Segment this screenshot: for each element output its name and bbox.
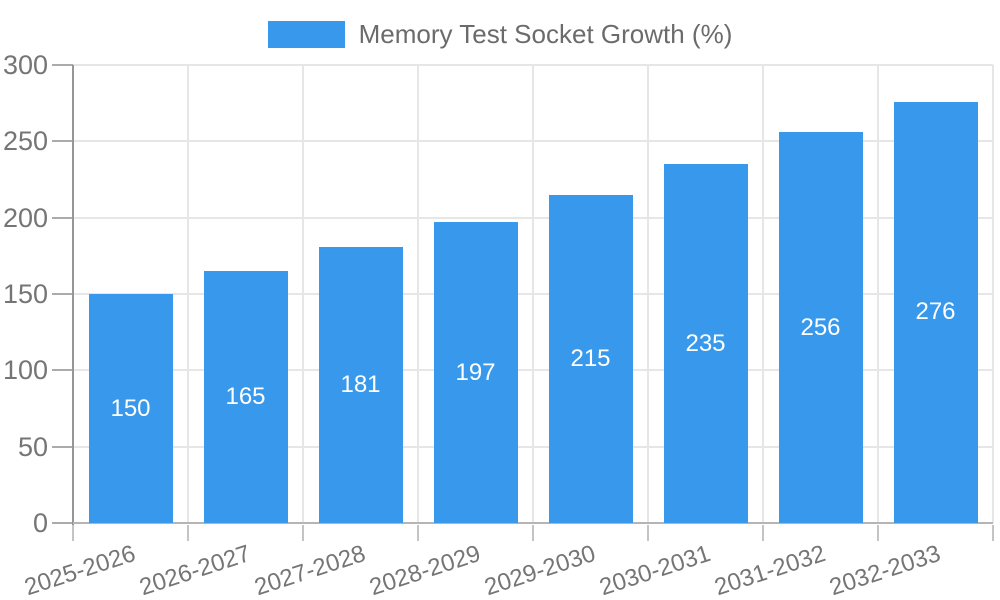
x-axis-tick-label: 2025-2026 xyxy=(21,540,139,600)
bar xyxy=(663,164,748,523)
bar-value-label: 256 xyxy=(800,313,841,341)
y-axis-tick-label: 0 xyxy=(32,508,48,538)
bar xyxy=(778,132,863,523)
y-axis-line xyxy=(72,65,74,525)
y-axis-tick-label: 150 xyxy=(2,279,48,309)
x-axis-tick-label: 2031-2032 xyxy=(711,540,829,600)
y-axis-tick xyxy=(52,522,73,524)
bar-value-label: 276 xyxy=(915,298,956,326)
x-axis-tick xyxy=(532,525,534,541)
legend-label: Memory Test Socket Growth (%) xyxy=(358,19,733,49)
y-axis-tick xyxy=(52,293,73,295)
y-axis-tick-label: 100 xyxy=(2,355,48,386)
x-axis-tick-label: 2026-2027 xyxy=(136,540,254,600)
v-gridline xyxy=(417,65,419,523)
y-axis-tick-label: 200 xyxy=(2,202,48,233)
x-axis-tick xyxy=(877,525,879,541)
x-axis-tick xyxy=(992,525,994,541)
x-axis-tick xyxy=(417,525,419,541)
y-axis-tick xyxy=(52,140,73,143)
y-axis-tick-label: 300 xyxy=(2,50,48,80)
y-axis-tick xyxy=(52,445,73,448)
bar-value-label: 235 xyxy=(685,329,726,357)
bar xyxy=(548,194,633,523)
v-gridline xyxy=(647,65,649,523)
y-axis-tick xyxy=(52,64,73,66)
bar-value-label: 150 xyxy=(110,394,151,422)
v-gridline xyxy=(302,65,304,523)
x-axis-tick-label: 2029-2030 xyxy=(481,540,599,600)
y-axis-tick-label: 50 xyxy=(17,431,48,462)
x-axis-tick xyxy=(302,525,304,541)
bar xyxy=(433,222,518,523)
x-axis-line xyxy=(73,522,993,524)
bar-value-label: 165 xyxy=(225,383,266,411)
v-gridline xyxy=(877,65,879,523)
x-axis-tick-label: 2032-2033 xyxy=(826,540,944,600)
v-gridline xyxy=(992,65,994,523)
x-axis-tick xyxy=(187,525,189,541)
y-axis-tick-label: 250 xyxy=(2,126,48,157)
bar-value-label: 197 xyxy=(455,358,496,386)
x-axis-tick xyxy=(762,525,764,541)
x-axis-tick-label: 2028-2029 xyxy=(366,540,484,600)
y-axis-tick xyxy=(52,216,73,219)
bar-value-label: 215 xyxy=(570,344,611,372)
legend-swatch-icon xyxy=(267,20,345,48)
bar xyxy=(88,294,173,523)
bar xyxy=(203,271,288,523)
x-axis-tick-label: 2027-2028 xyxy=(251,540,369,600)
chart-legend[interactable]: Memory Test Socket Growth (%) xyxy=(0,18,1000,50)
v-gridline xyxy=(532,65,534,523)
y-axis-tick xyxy=(52,369,73,372)
bar xyxy=(893,101,978,523)
x-axis-tick-label: 2030-2031 xyxy=(596,540,714,600)
v-gridline xyxy=(762,65,764,523)
x-axis-tick xyxy=(72,525,74,541)
bar xyxy=(318,246,403,523)
x-axis-tick xyxy=(647,525,649,541)
bar-value-label: 181 xyxy=(340,370,381,398)
v-gridline xyxy=(187,65,189,523)
